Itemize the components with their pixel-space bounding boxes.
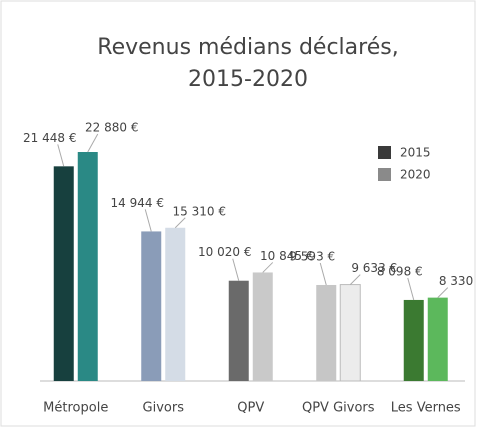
bar bbox=[316, 284, 337, 381]
value-label: 9 593 € bbox=[289, 249, 335, 263]
bar bbox=[339, 284, 361, 382]
bar bbox=[252, 272, 273, 381]
x-tick-label: Les Vernes bbox=[391, 401, 461, 416]
leader-line bbox=[262, 262, 274, 273]
leader-line bbox=[437, 287, 449, 298]
value-label: 22 880 € bbox=[85, 121, 138, 135]
chart-title: 2015-2020 bbox=[188, 67, 308, 92]
value-label: 8 098 € bbox=[377, 264, 423, 278]
leader-line bbox=[87, 133, 99, 153]
x-tick-label: Métropole bbox=[43, 401, 108, 416]
leader-line bbox=[144, 209, 152, 232]
leader-line bbox=[57, 144, 65, 167]
bar bbox=[403, 299, 424, 381]
x-tick-label: QPV Givors bbox=[302, 401, 375, 416]
leader-line bbox=[232, 258, 240, 281]
bar bbox=[77, 152, 98, 381]
value-label: 21 448 € bbox=[23, 131, 76, 145]
bar bbox=[228, 280, 249, 381]
bar bbox=[53, 166, 74, 381]
legend-label: 2020 bbox=[400, 168, 431, 182]
bar bbox=[141, 231, 162, 381]
value-label: 9 633 € bbox=[351, 261, 397, 275]
x-tick-label: QPV bbox=[237, 401, 264, 416]
chart-title: Revenus médians déclarés, bbox=[97, 35, 398, 60]
legend-swatch bbox=[378, 146, 391, 159]
legend-label: 2015 bbox=[400, 146, 431, 160]
bar bbox=[165, 227, 186, 381]
leader-line bbox=[407, 277, 415, 301]
value-label: 14 944 € bbox=[111, 196, 164, 210]
value-label: 10 845 € bbox=[260, 249, 313, 263]
value-label: 15 310 € bbox=[173, 204, 226, 218]
leader-line bbox=[174, 217, 186, 229]
leader-line bbox=[319, 262, 327, 286]
value-label: 8 330 € bbox=[439, 274, 477, 288]
bar bbox=[427, 297, 448, 381]
value-label: 10 020 € bbox=[198, 245, 251, 259]
x-tick-label: Givors bbox=[143, 401, 185, 416]
leader-line bbox=[349, 274, 361, 285]
legend-swatch bbox=[378, 168, 391, 181]
